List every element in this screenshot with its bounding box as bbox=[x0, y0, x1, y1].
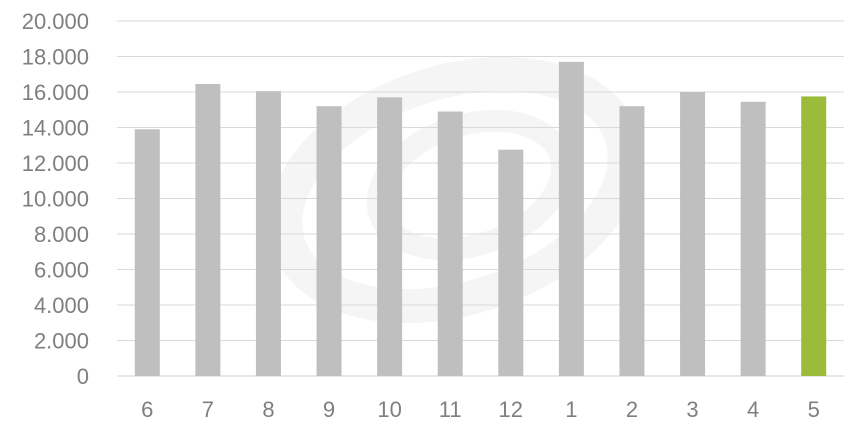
bar-4 bbox=[740, 101, 766, 376]
x-tick-label: 11 bbox=[439, 397, 462, 422]
y-tick-label: 6.000 bbox=[34, 258, 89, 283]
bars bbox=[134, 61, 827, 377]
y-tick-label: 12.000 bbox=[22, 151, 89, 176]
bar-10 bbox=[377, 97, 403, 376]
y-axis-tick-labels: 0 2.000 4.000 6.000 8.000 10.000 12.000 14.000 1… bbox=[22, 9, 89, 389]
bar-12 bbox=[498, 149, 524, 376]
y-tick-label: 16.000 bbox=[22, 80, 89, 105]
y-tick-label: 14.000 bbox=[22, 116, 89, 141]
y-tick-label: 4.000 bbox=[34, 293, 89, 318]
bar-1 bbox=[558, 61, 584, 376]
x-axis-tick-labels: 6 7 8 9 10 11 12 1 2 3 4 5 bbox=[141, 397, 820, 422]
x-tick-label: 12 bbox=[499, 397, 523, 422]
x-tick-label: 5 bbox=[808, 397, 820, 422]
x-tick-label: 9 bbox=[323, 397, 335, 422]
y-tick-label: 2.000 bbox=[34, 329, 89, 354]
y-tick-label: 0 bbox=[77, 364, 89, 389]
bar-2 bbox=[619, 106, 645, 376]
x-tick-label: 10 bbox=[377, 397, 401, 422]
y-tick-label: 10.000 bbox=[22, 187, 89, 212]
x-tick-label: 6 bbox=[141, 397, 153, 422]
bar-8 bbox=[255, 91, 281, 377]
gridlines bbox=[117, 20, 844, 377]
x-tick-label: 1 bbox=[565, 397, 577, 422]
x-tick-label: 7 bbox=[202, 397, 214, 422]
bar-3 bbox=[680, 92, 706, 376]
y-tick-label: 8.000 bbox=[34, 222, 89, 247]
x-tick-label: 3 bbox=[686, 397, 698, 422]
x-tick-label: 2 bbox=[626, 397, 638, 422]
y-tick-label: 20.000 bbox=[22, 9, 89, 34]
bar-7 bbox=[195, 84, 221, 376]
x-tick-label: 8 bbox=[262, 397, 274, 422]
y-tick-label: 18.000 bbox=[22, 45, 89, 70]
bar-11 bbox=[437, 111, 463, 377]
x-tick-label: 4 bbox=[747, 397, 759, 422]
bar-5 bbox=[801, 96, 827, 376]
bar-9 bbox=[316, 106, 342, 376]
bar-6 bbox=[134, 129, 160, 376]
